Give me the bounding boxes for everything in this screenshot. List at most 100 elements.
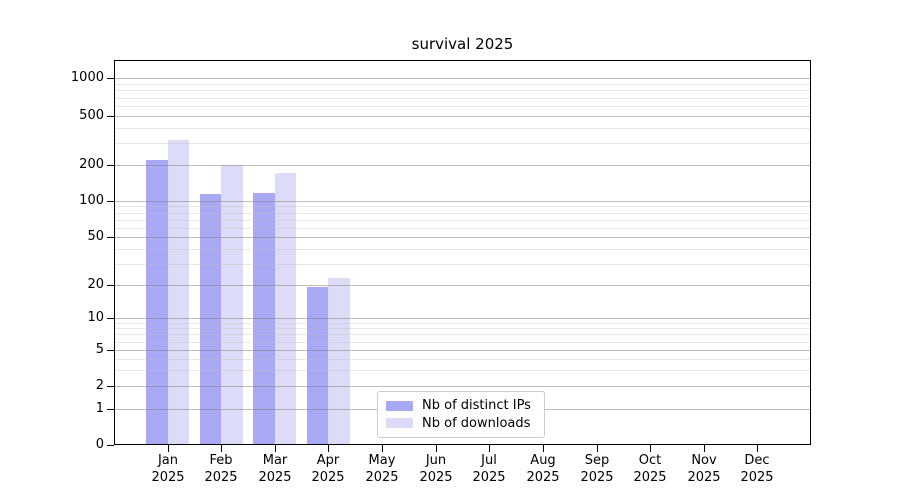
x-tick-month: Jun	[425, 453, 447, 468]
y-tickmark	[107, 116, 114, 117]
x-tickmark	[221, 445, 222, 452]
y-tick-label: 1000	[70, 70, 104, 85]
gridline-minor	[114, 213, 811, 214]
gridline-major	[114, 237, 811, 238]
y-tickmark	[107, 78, 114, 79]
plot-area	[114, 60, 811, 445]
x-tickmark	[543, 445, 544, 452]
gridline-minor	[114, 143, 811, 144]
y-tick-label: 200	[79, 157, 104, 172]
x-tick-month: Jan	[157, 453, 179, 468]
x-tick-label: Feb 2025	[189, 452, 253, 486]
x-tick-month: Dec	[744, 453, 770, 468]
gridline-minor	[114, 98, 811, 99]
y-tickmark	[107, 350, 114, 351]
y-tickmark	[107, 201, 114, 202]
x-tick-label: Jun 2025	[404, 452, 468, 486]
x-tick-year: 2025	[258, 470, 292, 485]
x-tickmark	[597, 445, 598, 452]
gridline-minor	[114, 342, 811, 343]
y-tickmark	[107, 386, 114, 387]
x-tick-label: Aug 2025	[511, 452, 575, 486]
gridline-major	[114, 350, 811, 351]
x-tick-year: 2025	[365, 470, 399, 485]
legend-swatch	[386, 418, 413, 429]
x-tick-month: Sep	[584, 453, 610, 468]
y-tickmark	[107, 237, 114, 238]
x-tick-year: 2025	[204, 470, 238, 485]
y-tick-label: 2	[95, 378, 104, 393]
bar-distinct-ips	[306, 287, 329, 445]
gridline-major	[114, 318, 811, 319]
gridline-minor	[114, 334, 811, 335]
gridline-minor	[114, 359, 811, 360]
legend-item: Nb of downloads	[386, 416, 536, 431]
gridline-minor	[114, 84, 811, 85]
chart-title: survival 2025	[411, 35, 514, 53]
legend-swatch	[386, 400, 413, 411]
x-tickmark	[489, 445, 490, 452]
bar-distinct-ips	[146, 159, 168, 445]
gridline-major	[114, 386, 811, 387]
y-tick-label: 100	[79, 193, 104, 208]
x-tick-year: 2025	[633, 470, 667, 485]
y-tickmark	[107, 409, 114, 410]
x-tick-label: Apr 2025	[296, 452, 360, 486]
x-tick-month: Oct	[638, 453, 662, 468]
x-tick-year: 2025	[687, 470, 721, 485]
x-tickmark	[704, 445, 705, 452]
gridline-minor	[114, 106, 811, 107]
x-tick-label: Dec 2025	[725, 452, 789, 486]
legend-item-label: Nb of distinct IPs	[422, 398, 531, 414]
x-tick-month: May	[368, 453, 396, 468]
gridline-major	[114, 201, 811, 202]
y-tickmark	[107, 165, 114, 166]
bar-downloads	[274, 173, 297, 445]
y-tickmark	[107, 445, 114, 446]
x-tick-label: May 2025	[350, 452, 414, 486]
y-tick-label: 0	[95, 437, 104, 452]
gridline-minor	[114, 328, 811, 329]
x-tick-month: Aug	[530, 453, 556, 468]
x-tick-year: 2025	[526, 470, 560, 485]
x-tick-year: 2025	[419, 470, 453, 485]
x-tick-year: 2025	[311, 470, 345, 485]
y-tickmark	[107, 285, 114, 286]
legend-item: Nb of distinct IPs	[386, 398, 536, 413]
x-tick-year: 2025	[580, 470, 614, 485]
gridline-minor	[114, 128, 811, 129]
x-tick-label: Nov 2025	[672, 452, 736, 486]
x-tick-label: Jan 2025	[136, 452, 200, 486]
x-tick-year: 2025	[740, 470, 774, 485]
gridline-minor	[114, 228, 811, 229]
y-tick-label: 10	[87, 310, 104, 325]
bar-downloads	[167, 139, 190, 445]
x-tick-label: Jul 2025	[457, 452, 521, 486]
legend-item-label: Nb of downloads	[422, 415, 531, 431]
x-tick-month: Nov	[691, 453, 717, 468]
x-tickmark	[328, 445, 329, 452]
gridline-minor	[114, 323, 811, 324]
x-tick-year: 2025	[151, 470, 185, 485]
x-tickmark	[650, 445, 651, 452]
gridline-major	[114, 116, 811, 117]
y-tick-label: 20	[87, 277, 104, 292]
bar-downloads	[221, 165, 243, 445]
x-tickmark	[168, 445, 169, 452]
x-tick-label: Mar 2025	[243, 452, 307, 486]
x-tickmark	[436, 445, 437, 452]
y-tick-label: 500	[79, 108, 104, 123]
x-tickmark	[275, 445, 276, 452]
gridline-minor	[114, 206, 811, 207]
x-tick-month: Jul	[481, 453, 497, 468]
gridline-minor	[114, 370, 811, 371]
y-tick-label: 5	[95, 342, 104, 357]
y-tickmark	[107, 318, 114, 319]
bar-downloads	[328, 277, 350, 445]
x-tick-year: 2025	[472, 470, 506, 485]
x-tickmark	[382, 445, 383, 452]
gridline-major	[114, 285, 811, 286]
x-tick-month: Mar	[262, 453, 288, 468]
y-tick-label: 50	[87, 229, 104, 244]
